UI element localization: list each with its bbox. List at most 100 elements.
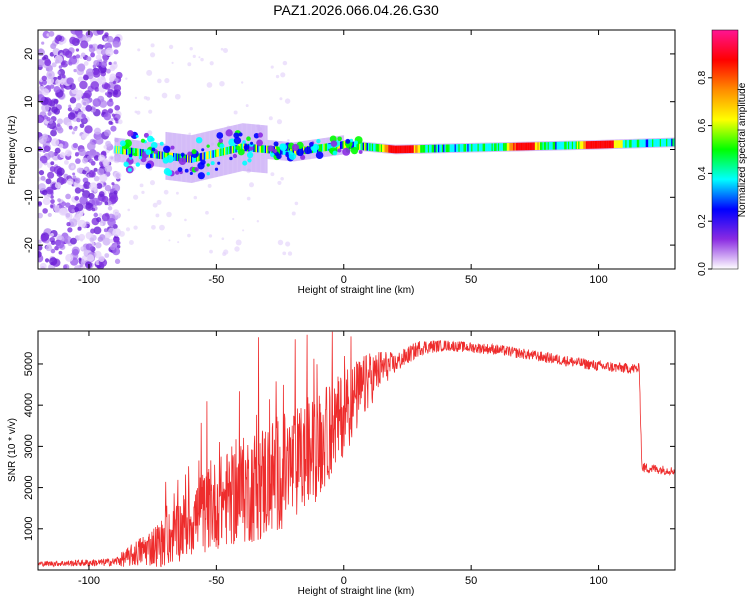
ridge-core (260, 145, 263, 153)
noise-blob (86, 37, 92, 42)
signal-blob (217, 161, 221, 165)
ridge-core (164, 151, 166, 160)
spectrogram-plot (38, 30, 675, 269)
ridge-core (364, 142, 366, 151)
ridge-core (136, 148, 138, 157)
ridge-core (658, 139, 661, 147)
signal-blob (127, 130, 134, 137)
signal-blob (267, 145, 274, 152)
noise-blob (189, 47, 193, 51)
noise-blob (72, 175, 77, 180)
ridge-core (655, 139, 658, 147)
ridge-core (388, 145, 390, 153)
ridge-core (141, 149, 143, 157)
colorbar-label: Normalized spectral amplitude (737, 82, 748, 217)
noise-blob (67, 107, 73, 112)
noise-blob (198, 56, 201, 59)
signal-blob (140, 138, 145, 143)
ridge-core (119, 146, 122, 154)
ridge-core (278, 146, 281, 155)
ridge-core (622, 140, 625, 148)
signal-blob (177, 167, 183, 172)
ridge-core (477, 143, 480, 152)
chart-title: PAZ1.2026.066.04.26.G30 (273, 2, 439, 18)
ridge-core (644, 139, 647, 148)
ridge-core (378, 144, 380, 152)
noise-blob (92, 70, 101, 78)
ridge-core (653, 139, 655, 147)
noise-blob (171, 61, 174, 64)
signal-blob (219, 143, 225, 149)
noise-blob (76, 32, 83, 39)
ridge-core (406, 145, 408, 154)
ridge-core (216, 149, 218, 157)
noise-blob (98, 191, 105, 197)
ridge-core (131, 147, 133, 156)
noise-blob (103, 228, 108, 233)
spectrogram-x-label: Height of straight line (km) (298, 285, 415, 296)
signal-blob (300, 154, 306, 160)
noise-blob (75, 158, 81, 164)
noise-blob (82, 169, 87, 175)
noise-blob (104, 38, 108, 42)
ridge-core (361, 142, 364, 151)
ridge-core (262, 145, 264, 153)
noise-blob (133, 225, 138, 230)
ridge-core (531, 142, 533, 151)
ridge-core (517, 142, 519, 151)
ridge-core (129, 147, 132, 156)
noise-blob (104, 92, 109, 96)
noise-blob (110, 117, 114, 122)
ridge-core (659, 138, 662, 147)
noise-blob (108, 61, 112, 66)
snr-frame (37, 330, 676, 571)
signal-blob (246, 151, 254, 159)
noise-blob (103, 112, 112, 121)
ridge-core (281, 146, 283, 155)
ridge-core (579, 141, 582, 149)
ridge-core (491, 143, 494, 152)
ridge-core (523, 142, 525, 151)
noise-blob (38, 244, 43, 251)
ridge-core (387, 144, 389, 153)
noise-blob (83, 90, 92, 99)
signal-blob (312, 143, 320, 151)
ridge-core (420, 145, 422, 153)
noise-blob (100, 61, 108, 68)
noise-blob (93, 212, 99, 218)
spectrogram-x-ticks: -100 -50 0 50 100 (78, 30, 608, 286)
noise-blob (294, 201, 299, 206)
snr-x-ticks: -100 -50 0 50 100 (78, 331, 608, 587)
ridge-core (496, 143, 499, 151)
ridge-core (178, 153, 180, 162)
spectrogram-y-label: Frequency (Hz) (7, 116, 18, 185)
ridge-core (503, 143, 505, 151)
ridge-core (127, 147, 129, 155)
noise-blob (168, 44, 174, 50)
ridge-core (259, 144, 262, 153)
ridge-core (253, 144, 255, 153)
ridge-core (543, 142, 546, 150)
ridge-core (115, 145, 118, 154)
noise-blob (83, 119, 87, 123)
x-tick-label: 0 (341, 274, 347, 286)
signal-blob (225, 129, 233, 137)
noise-blob (287, 139, 290, 142)
noise-blob (105, 68, 111, 74)
ridge-core (421, 145, 424, 153)
noise-blob (80, 246, 84, 250)
ridge-core (551, 142, 554, 150)
ridge-core (206, 151, 208, 160)
y-tick-label: 3000 (23, 434, 35, 458)
ridge-core (124, 146, 127, 155)
ridge-core (266, 145, 268, 154)
signal-blob (216, 132, 224, 139)
signal-blob (238, 132, 243, 137)
ridge-core (561, 141, 564, 150)
snr-y-label: SNR (10 * v/v) (7, 418, 18, 482)
ridge-core (460, 144, 463, 152)
ridge-core (501, 143, 504, 151)
ridge-core (353, 141, 356, 150)
ridge-core (573, 141, 575, 150)
noise-blob (101, 213, 110, 222)
